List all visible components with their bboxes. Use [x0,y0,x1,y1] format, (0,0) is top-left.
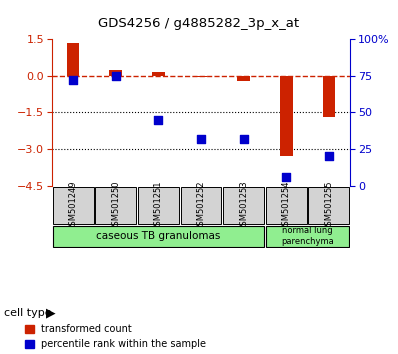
Bar [195,76,207,77]
Bar [138,187,179,224]
Bar [266,187,307,224]
Bar [109,69,122,76]
Bar [223,187,264,224]
Bar [181,187,221,224]
Bar [237,76,250,81]
Text: normal lung
parenchyma: normal lung parenchyma [281,226,334,246]
Text: GSM501254: GSM501254 [282,180,291,230]
Bar [66,42,80,76]
Text: GSM501255: GSM501255 [324,180,334,230]
Point [326,154,332,159]
Point [240,136,247,142]
Point [70,77,76,83]
Bar [322,76,335,117]
Bar [53,187,94,224]
Bar [95,187,136,224]
Text: GDS4256 / g4885282_3p_x_at: GDS4256 / g4885282_3p_x_at [98,17,300,30]
Text: GSM501252: GSM501252 [197,180,205,230]
Legend: transformed count, percentile rank within the sample: transformed count, percentile rank withi… [25,324,206,349]
Text: GSM501251: GSM501251 [154,180,163,230]
Text: ▶: ▶ [46,307,55,320]
Bar [308,187,349,224]
Point [283,174,289,180]
Text: GSM501249: GSM501249 [68,180,78,230]
Point [155,117,162,122]
Point [198,136,204,142]
Bar [152,72,165,76]
Bar [53,226,264,247]
Text: GSM501250: GSM501250 [111,180,120,230]
Text: GSM501253: GSM501253 [239,180,248,231]
Text: cell type: cell type [4,308,52,318]
Bar [280,76,293,156]
Bar [266,226,349,247]
Point [113,73,119,79]
Text: caseous TB granulomas: caseous TB granulomas [96,231,220,241]
